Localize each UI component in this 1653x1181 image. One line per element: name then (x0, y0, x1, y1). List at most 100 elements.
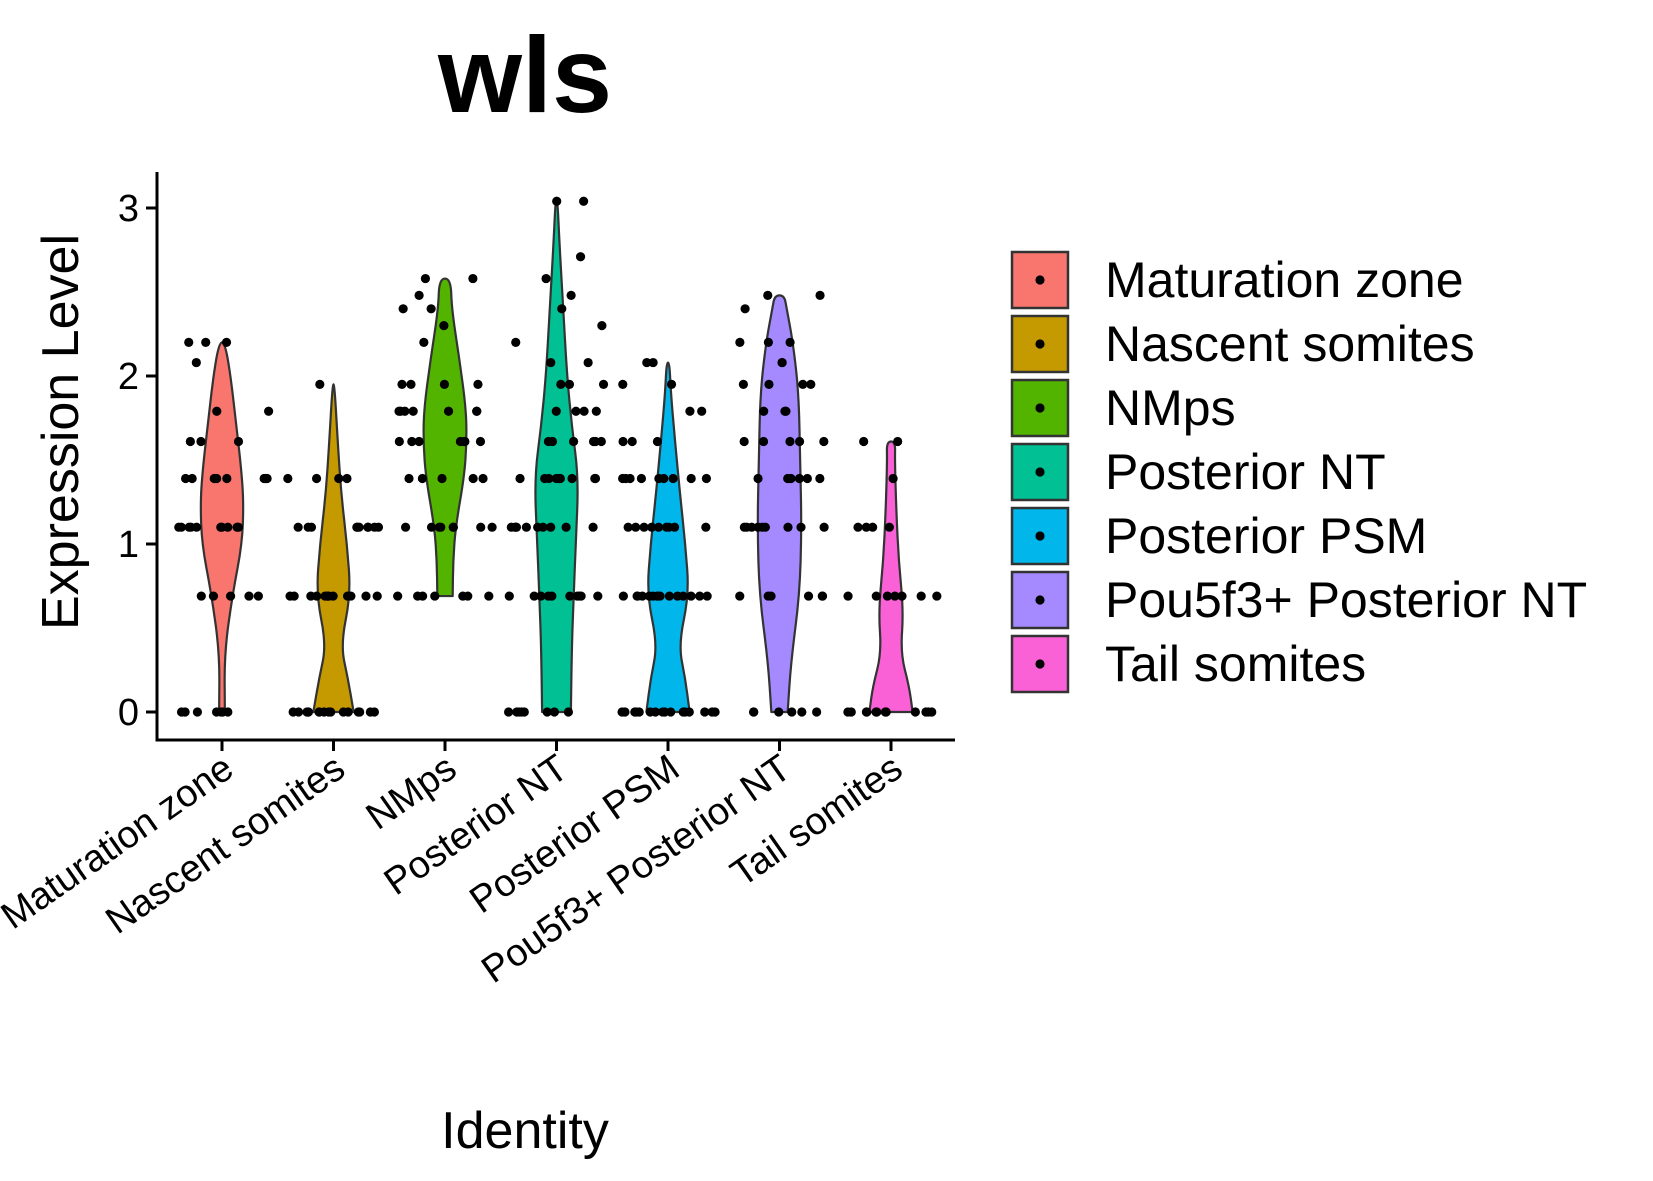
data-point (652, 436, 663, 447)
data-point (436, 522, 446, 532)
data-point (803, 591, 814, 601)
data-point (225, 591, 236, 601)
data-point (285, 591, 295, 601)
data-point (334, 473, 344, 484)
data-point (596, 436, 606, 447)
data-point (487, 522, 497, 532)
data-point (763, 337, 773, 347)
data-point (645, 707, 655, 717)
data-point (666, 707, 676, 717)
data-point (568, 436, 579, 447)
data-point (817, 591, 827, 601)
legend-label: Posterior PSM (1105, 508, 1427, 564)
data-point (566, 290, 576, 300)
data-point (707, 707, 717, 717)
data-point (468, 273, 478, 284)
legend-label: Tail somites (1105, 636, 1366, 692)
data-point (648, 591, 658, 601)
data-point (647, 522, 657, 532)
data-point (546, 357, 556, 368)
data-point (306, 522, 317, 532)
data-point (753, 473, 763, 484)
data-point (742, 522, 752, 532)
data-point (923, 707, 933, 717)
data-point (591, 406, 601, 416)
legend-key-dot (1035, 467, 1045, 477)
legend-key-dot (1035, 403, 1045, 413)
data-point (740, 304, 750, 314)
data-point (781, 406, 791, 416)
legend-label: Nascent somites (1105, 316, 1475, 372)
data-point (843, 707, 853, 717)
data-point (758, 436, 769, 447)
data-point (439, 321, 449, 331)
data-point (468, 473, 478, 484)
data-point (655, 591, 665, 601)
data-point (802, 473, 812, 484)
data-point (598, 379, 609, 389)
data-point (815, 473, 825, 484)
y-axis-title: Expression Level (32, 234, 90, 630)
data-point (653, 522, 664, 532)
data-point (702, 591, 712, 601)
data-point (293, 522, 303, 532)
data-point (463, 591, 473, 601)
data-point (571, 406, 581, 416)
data-point (735, 591, 745, 601)
data-point (302, 707, 312, 717)
data-point (191, 357, 201, 368)
data-point (533, 522, 543, 532)
data-point (196, 436, 206, 447)
data-point (549, 707, 559, 717)
data-point (819, 522, 829, 532)
data-point (627, 436, 637, 447)
data-point (593, 591, 603, 601)
data-point (561, 522, 571, 532)
data-point (871, 591, 881, 601)
data-point (785, 436, 795, 447)
data-point (176, 707, 187, 717)
data-point (244, 591, 254, 601)
data-point (212, 406, 222, 416)
data-point (417, 473, 427, 484)
data-point (631, 522, 641, 532)
data-point (264, 406, 274, 416)
data-point (192, 707, 203, 717)
data-point (223, 522, 233, 532)
legend-key-dot (1035, 659, 1045, 669)
data-point (547, 591, 557, 601)
data-point (686, 473, 696, 484)
data-point (759, 406, 769, 416)
data-point (625, 473, 635, 484)
data-point (420, 273, 431, 284)
data-point (324, 707, 334, 717)
data-point (476, 522, 486, 532)
data-point (812, 707, 822, 717)
data-point (636, 473, 647, 484)
data-point (233, 522, 244, 532)
data-point (506, 522, 516, 532)
data-point (579, 196, 589, 206)
data-point (634, 707, 644, 717)
data-point (185, 436, 195, 447)
data-point (455, 436, 465, 447)
data-point (514, 707, 524, 717)
data-point (418, 591, 428, 601)
legend-key-dot (1035, 595, 1045, 605)
data-point (798, 379, 808, 389)
data-point (196, 591, 206, 601)
data-point (680, 707, 690, 717)
data-point (208, 591, 219, 601)
data-point (572, 591, 582, 601)
data-point (503, 707, 514, 717)
data-point (426, 522, 437, 532)
data-point (353, 707, 363, 717)
data-point (552, 196, 562, 206)
data-point (448, 522, 458, 532)
data-point (419, 337, 429, 347)
data-point (174, 522, 184, 532)
violin-posterior-nt (534, 198, 579, 714)
data-point (806, 379, 816, 389)
data-point (352, 522, 362, 532)
data-point (618, 379, 628, 389)
